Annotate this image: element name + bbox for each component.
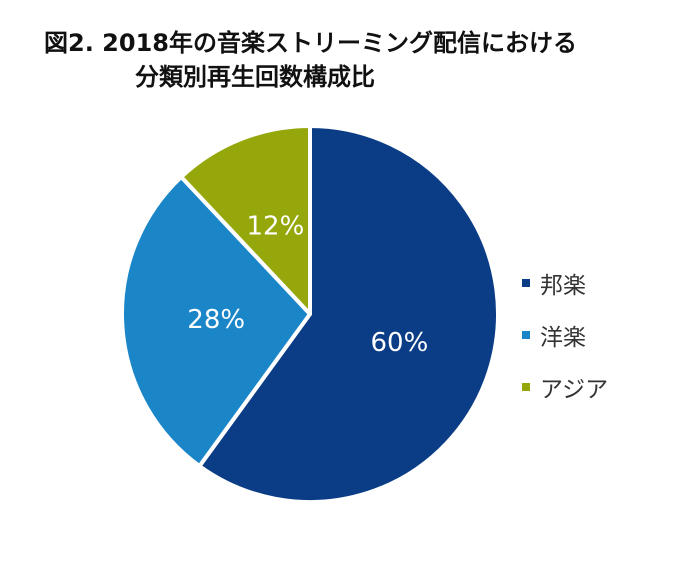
legend-label: アジア [540,377,609,403]
pie-slice-1 [197,124,500,504]
legend-swatch [522,331,530,339]
chart-title-line1: 図2. 2018年の音楽ストリーミング配信における [44,29,577,57]
legend-swatch [522,383,530,391]
slice-value-label: 28% [187,305,245,335]
pie-slice-3 [179,124,312,316]
slice-value-label: 60% [371,328,429,358]
legend: 邦楽 洋楽 アジア [522,257,608,413]
legend-label: 邦楽 [540,273,586,299]
legend-label: 洋楽 [540,325,586,351]
pie-slice-2 [120,174,312,469]
slice-value-label: 12% [246,212,304,242]
legend-item: 洋楽 [522,309,608,361]
chart-title: 図2. 2018年の音楽ストリーミング配信における 分類別再生回数構成比 [44,26,577,94]
chart-title-line2: 分類別再生回数構成比 [135,63,375,91]
legend-item: アジア [522,361,608,413]
legend-swatch [522,279,530,287]
legend-item: 邦楽 [522,257,608,309]
